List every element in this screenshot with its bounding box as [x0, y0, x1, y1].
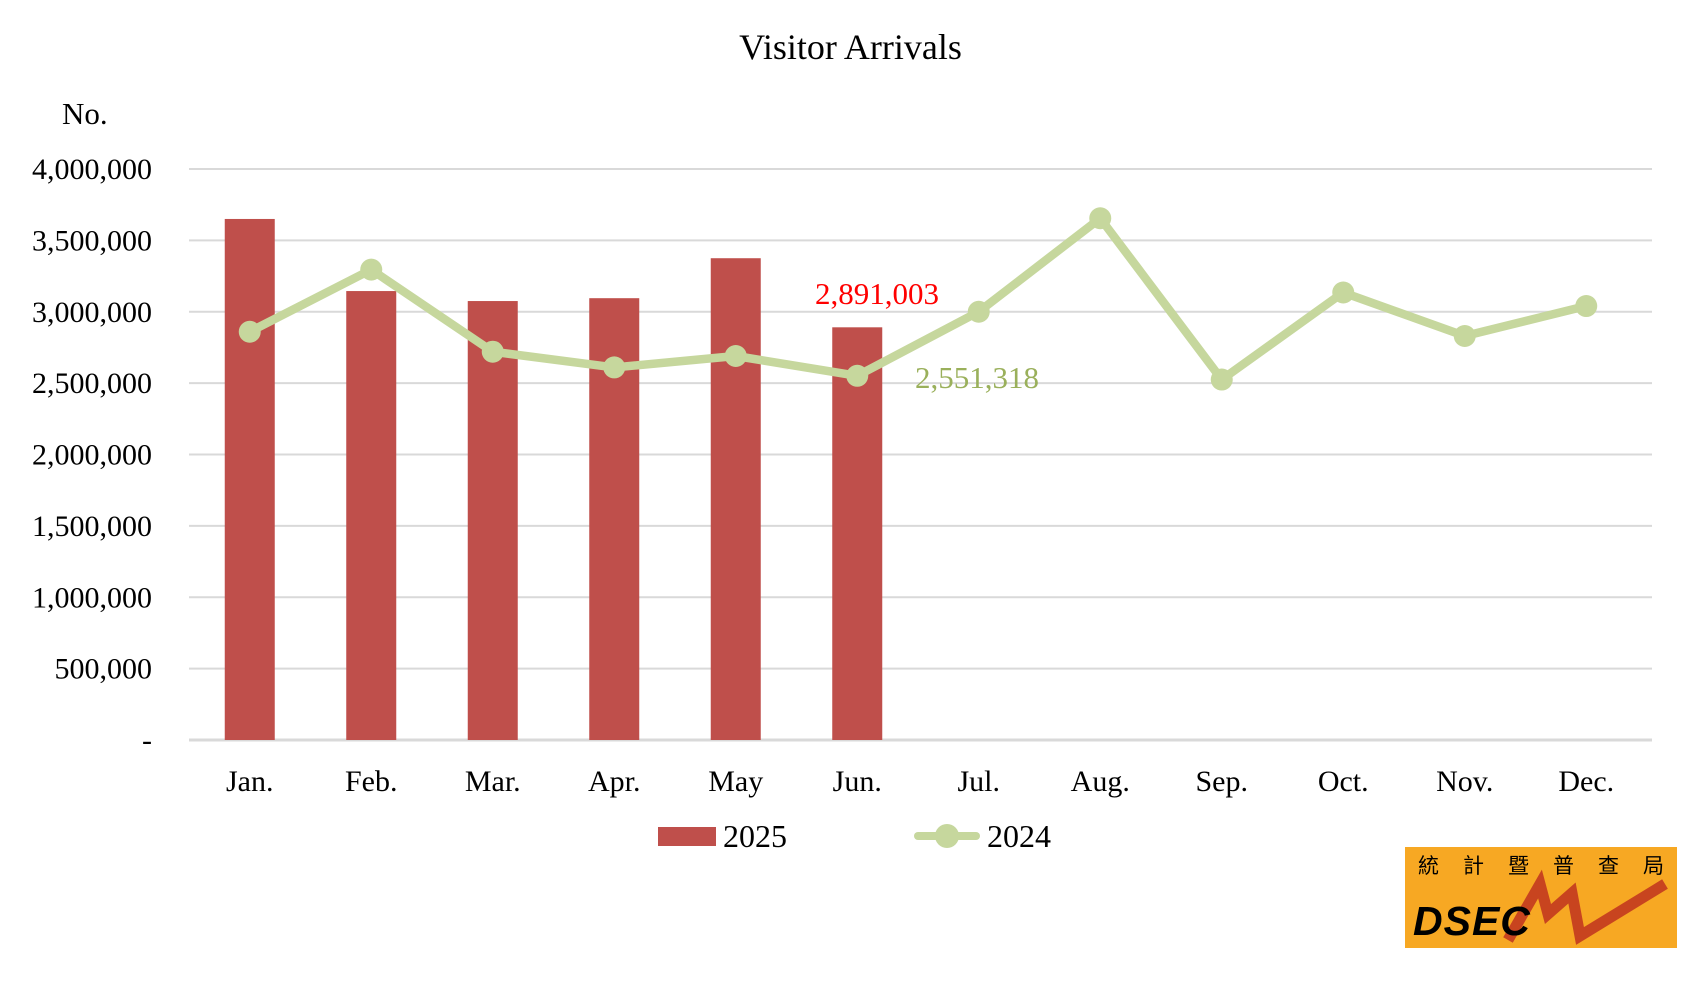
dsec-chinese-char: 局 [1643, 854, 1664, 878]
point-2024-feb [360, 258, 383, 281]
point-2024-apr [603, 356, 626, 379]
point-2024-oct [1332, 281, 1355, 304]
x-tick-label: Jul. [957, 765, 1000, 798]
dsec-zigzag-icon [1503, 869, 1668, 945]
dsec-chinese-char: 計 [1463, 854, 1484, 878]
y-tick-label: 2,500,000 [32, 367, 152, 400]
x-tick-label: Sep. [1196, 765, 1249, 798]
x-tick-label: Feb. [345, 765, 398, 798]
x-tick-label: Aug. [1071, 765, 1130, 798]
dsec-logo-text: DSEC [1413, 898, 1531, 944]
legend-line-marker [935, 824, 959, 848]
point-2024-dec [1575, 295, 1598, 318]
dsec-chinese-char: 暨 [1508, 854, 1529, 878]
point-2024-jul [967, 300, 990, 323]
point-2024-nov [1453, 325, 1476, 348]
y-tick-label: 2,000,000 [32, 439, 152, 472]
y-tick-label: 1,000,000 [32, 581, 152, 614]
legend-item-2024: 2024 [914, 818, 1051, 854]
legend-label-2024: 2024 [987, 817, 1051, 854]
y-axis-unit-label: No. [62, 96, 108, 131]
legend-item-2025: 2025 [658, 818, 787, 854]
chart-title: Visitor Arrivals [739, 27, 962, 67]
y-tick-label: 4,000,000 [32, 153, 152, 186]
x-tick-label: Oct. [1318, 765, 1369, 798]
point-2024-aug [1089, 207, 1112, 230]
y-tick-label: 3,500,000 [32, 224, 152, 257]
y-tick-label: - [142, 724, 152, 757]
dsec-logo-chinese-text: 統計暨普查局 [1418, 854, 1664, 878]
y-tick-label: 3,000,000 [32, 296, 152, 329]
point-2024-jan [238, 320, 261, 343]
data-label-2024-jun: 2,551,318 [915, 360, 1039, 395]
dsec-chinese-char: 查 [1598, 854, 1619, 878]
x-tick-label: Dec. [1558, 765, 1614, 798]
bar-2025-jan [224, 218, 275, 740]
dsec-logo: 統計暨普查局 DSEC [1405, 847, 1677, 948]
bar-2025-jun [832, 327, 883, 740]
bar-2025-feb [346, 291, 397, 740]
legend-swatch-2025 [658, 826, 716, 846]
y-tick-label: 500,000 [55, 653, 153, 686]
x-tick-label: Nov. [1436, 765, 1493, 798]
dsec-chinese-char: 普 [1553, 854, 1574, 878]
bar-2025-may [710, 258, 761, 740]
x-tick-label: Jan. [226, 765, 274, 798]
bar-2025-mar [467, 301, 518, 740]
x-tick-label: May [708, 765, 763, 798]
point-2024-may [724, 345, 747, 368]
line-2024 [245, 213, 1591, 384]
data-label-2025-jun: 2,891,003 [815, 276, 939, 311]
point-2024-mar [481, 340, 504, 363]
point-2024-jun [846, 364, 869, 387]
x-tick-label: Apr. [588, 765, 641, 798]
dsec-chinese-char: 統 [1418, 854, 1439, 878]
x-tick-label: Mar. [465, 765, 521, 798]
legend-swatch-2024 [914, 823, 980, 849]
legend-label-2025: 2025 [723, 817, 787, 854]
y-tick-label: 1,500,000 [32, 510, 152, 543]
point-2024-sep [1210, 368, 1233, 391]
x-tick-label: Jun. [833, 765, 882, 798]
